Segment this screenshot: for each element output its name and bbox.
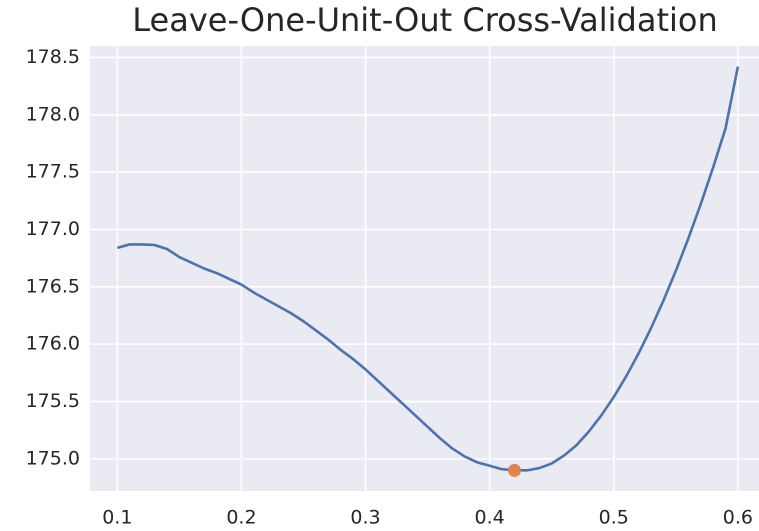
y-tick-label: 178.0 [26,103,80,125]
y-tick-label: 177.5 [26,161,80,183]
x-tick-label: 0.4 [475,507,505,529]
x-tick-label: 0.3 [350,507,380,529]
x-tick-label: 0.5 [599,507,629,529]
y-tick-label: 178.5 [26,46,80,68]
chart-title: Leave-One-Unit-Out Cross-Validation [132,1,718,39]
x-tick-label: 0.6 [723,507,753,529]
minimum-point [507,463,521,477]
y-tick-label: 175.5 [26,390,80,412]
y-tick-label: 177.0 [26,218,80,240]
line [116,66,740,472]
y-tick-label: 176.5 [26,275,80,297]
y-tick-label: 175.0 [26,447,80,469]
x-tick-label: 0.2 [226,507,256,529]
x-tick-label: 0.1 [102,507,132,529]
y-tick-label: 176.0 [26,333,80,355]
